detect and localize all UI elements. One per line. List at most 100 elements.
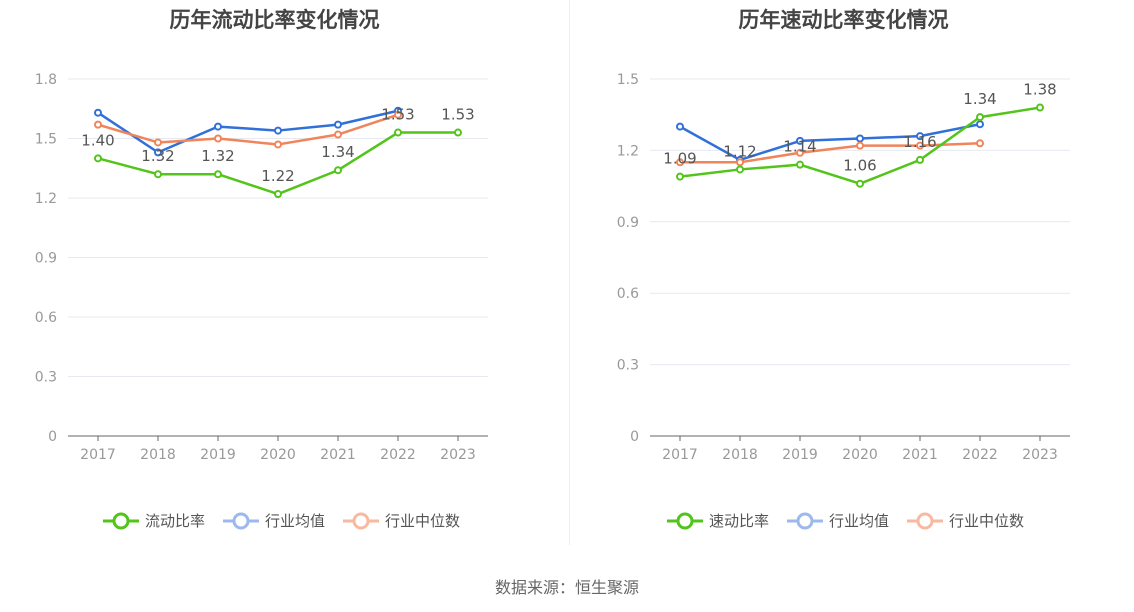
data-point — [454, 128, 462, 137]
data-label: 1.16 — [903, 133, 936, 151]
data-point — [676, 158, 684, 167]
x-tick-label: 2022 — [962, 447, 998, 463]
legend-marker-icon — [343, 512, 379, 529]
data-point — [916, 155, 924, 164]
data-point — [274, 126, 282, 135]
legend-marker-icon — [102, 512, 139, 529]
data-label: 1.32 — [201, 147, 234, 165]
series-line — [680, 142, 981, 164]
x-tick-label: 2019 — [200, 447, 236, 463]
data-point — [334, 130, 342, 139]
y-tick-label: 1.2 — [617, 143, 639, 159]
x-tick-label: 2023 — [440, 447, 476, 463]
legend: 流动比率 行业均值 行业中位数 — [0, 510, 565, 531]
data-label: 1.34 — [321, 143, 354, 161]
legend-item-quick-ratio[interactable]: 速动比率 — [666, 510, 769, 531]
x-tick-label: 2022 — [380, 447, 416, 463]
data-label: 1.22 — [261, 167, 294, 185]
data-point — [976, 113, 984, 122]
x-tick-label: 2020 — [260, 447, 296, 463]
data-point — [154, 170, 162, 179]
series-line — [679, 122, 981, 162]
data-label: 1.53 — [441, 106, 474, 124]
legend-marker-icon — [666, 512, 703, 529]
y-tick-label: 1.2 — [35, 191, 57, 207]
data-point — [94, 154, 102, 163]
y-tick-label: 1.8 — [35, 72, 57, 88]
chart-title: 历年流动比率变化情况 — [169, 8, 380, 32]
data-point — [736, 158, 744, 167]
y-tick-label: 1.5 — [617, 72, 639, 88]
x-tick-label: 2019 — [782, 447, 818, 463]
legend-item-industry-mean[interactable]: 行业均值 — [786, 510, 889, 531]
data-point — [394, 128, 402, 137]
legend-item-industry-median[interactable]: 行业中位数 — [343, 510, 460, 531]
legend-label: 速动比率 — [708, 512, 769, 530]
y-tick-label: 1.5 — [35, 132, 57, 148]
legend-item-current-ratio[interactable]: 流动比率 — [102, 510, 205, 531]
chart-title: 历年速动比率变化情况 — [738, 8, 949, 32]
y-tick-label: 0.3 — [617, 358, 639, 374]
data-label: 1.09 — [663, 150, 696, 168]
data-point — [796, 160, 804, 169]
data-label: 1.38 — [1023, 81, 1056, 99]
data-point — [94, 120, 102, 129]
data-point — [976, 139, 984, 148]
legend-label: 行业均值 — [264, 512, 325, 530]
x-tick-label: 2017 — [662, 447, 698, 463]
legend-label: 行业均值 — [828, 512, 889, 530]
data-label: 1.14 — [783, 138, 816, 156]
legend-item-industry-mean[interactable]: 行业均值 — [222, 510, 325, 531]
data-point — [796, 148, 804, 157]
x-tick-label: 2020 — [842, 447, 878, 463]
data-label: 1.53 — [381, 106, 414, 124]
data-point — [676, 172, 684, 181]
quick-ratio-chart: 历年速动比率变化情况 0 0.3 0.6 0.9 1.2 1.5 2017 2018 2019 2… — [567, 0, 1134, 545]
y-tick-label: 0.6 — [35, 310, 57, 326]
data-source-note: 数据来源：恒生聚源 — [494, 578, 639, 597]
data-point — [274, 190, 282, 199]
plot-area: 0 0.3 0.6 0.9 1.2 1.5 2017 2018 2019 2020 2021 2022… — [617, 72, 1070, 463]
data-point — [736, 165, 744, 174]
data-label: 1.12 — [723, 142, 756, 160]
y-tick-label: 0.3 — [35, 370, 57, 386]
legend-label: 行业中位数 — [385, 512, 461, 530]
panel-divider — [569, 0, 570, 545]
plot-area: 0 0.3 0.6 0.9 1.2 1.5 1.8 2017 2018 2019 2020 2021 2… — [35, 72, 488, 463]
data-point — [796, 136, 804, 145]
data-point — [916, 141, 924, 150]
legend-label: 行业中位数 — [949, 512, 1025, 530]
data-point — [676, 122, 684, 131]
y-tick-label: 0.9 — [35, 251, 57, 267]
y-tick-label: 0 — [630, 429, 639, 445]
y-tick-label: 0.9 — [617, 215, 639, 231]
data-point — [916, 132, 924, 141]
legend: 速动比率 行业均值 行业中位数 — [562, 510, 1129, 531]
data-point — [214, 170, 222, 179]
x-tick-label: 2021 — [320, 447, 356, 463]
data-point — [334, 166, 342, 175]
x-tick-label: 2023 — [1022, 447, 1058, 463]
data-point — [334, 120, 342, 129]
y-tick-label: 0.6 — [617, 286, 639, 302]
legend-marker-icon — [786, 512, 823, 529]
legend-label: 流动比率 — [144, 512, 205, 530]
x-tick-label: 2021 — [902, 447, 938, 463]
x-tick-label: 2018 — [722, 447, 758, 463]
current-ratio-chart: 历年流动比率变化情况 0 0.3 0.6 0.9 1.2 1.5 1.8 2017 2018 20… — [0, 0, 567, 545]
legend-marker-icon — [907, 512, 943, 529]
data-point — [394, 110, 402, 119]
data-point — [274, 140, 282, 149]
data-point — [856, 134, 864, 143]
series-line — [97, 113, 399, 146]
x-tick-label: 2018 — [140, 447, 176, 463]
data-label: 1.06 — [843, 157, 876, 175]
data-label: 1.40 — [81, 131, 114, 149]
data-point — [94, 108, 102, 117]
legend-item-industry-median[interactable]: 行业中位数 — [907, 510, 1024, 531]
data-point — [976, 120, 984, 129]
data-point — [154, 138, 162, 147]
data-point — [214, 134, 222, 143]
x-tick-label: 2017 — [80, 447, 116, 463]
series-line — [97, 109, 399, 154]
